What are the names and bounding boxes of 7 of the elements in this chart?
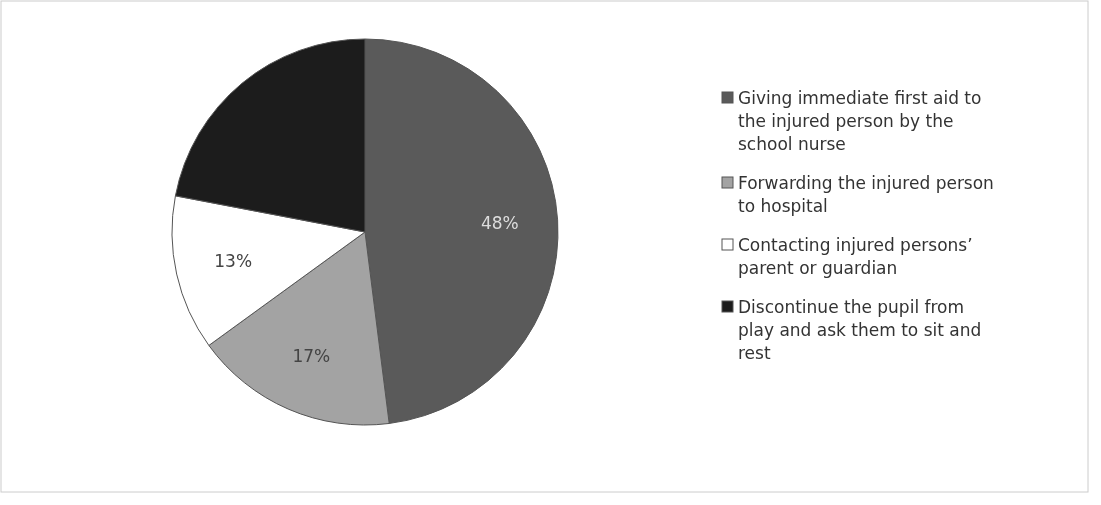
legend-label: Discontinue the pupil from play and ask them to sit and rest	[738, 296, 982, 363]
legend-label: Giving immediate first aid to the injured person by the school nurse	[738, 87, 982, 154]
data-label: 17%	[292, 345, 331, 366]
data-label: 13%	[214, 251, 253, 272]
legend-label: Contacting injured persons’ parent or guardian	[738, 234, 973, 278]
legend-label: Forwarding the injured person to hospital	[738, 172, 994, 216]
data-label: 48%	[480, 213, 519, 234]
